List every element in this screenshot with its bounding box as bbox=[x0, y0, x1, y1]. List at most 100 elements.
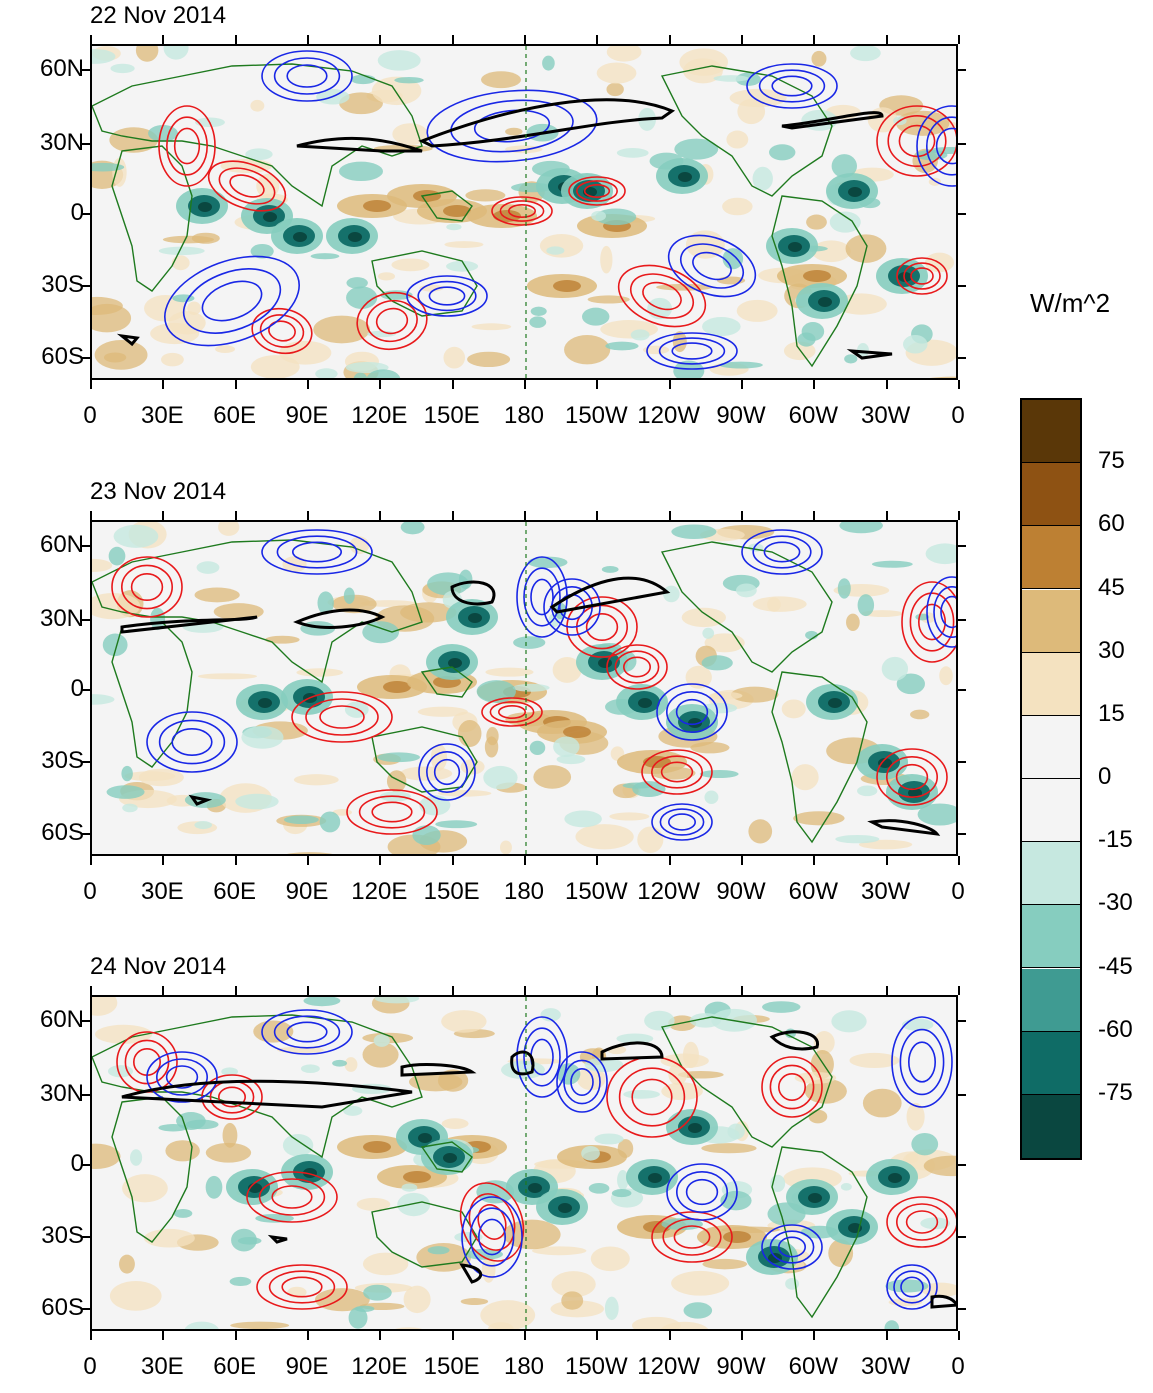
lon-tick-top bbox=[307, 986, 309, 995]
negative-anomaly-patch bbox=[319, 811, 341, 833]
lat-tick bbox=[82, 143, 90, 145]
negative-anomaly-patch bbox=[354, 1305, 375, 1312]
negative-anomaly-patch bbox=[920, 1217, 951, 1230]
lon-tick bbox=[162, 380, 165, 389]
lon-label: 150E bbox=[423, 402, 480, 429]
lat-tick-right bbox=[958, 1164, 966, 1166]
negative-anomaly-patch bbox=[835, 834, 880, 844]
negative-anomaly-patch bbox=[283, 815, 319, 825]
negative-contour bbox=[523, 1027, 561, 1087]
coastline bbox=[371, 726, 478, 793]
lat-label: 30S bbox=[41, 747, 84, 774]
negative-contour bbox=[658, 337, 726, 365]
lon-label: 60E bbox=[213, 402, 257, 429]
lon-tick bbox=[885, 1331, 888, 1340]
coastline bbox=[420, 190, 473, 222]
negative-anomaly-patch bbox=[529, 740, 546, 755]
positive-anomaly-patch bbox=[441, 1118, 469, 1129]
lon-tick bbox=[90, 380, 92, 389]
negative-anomaly-patch bbox=[839, 522, 883, 534]
positive-anomaly-patch bbox=[849, 1052, 900, 1069]
lat-tick bbox=[82, 1094, 90, 1096]
lon-label: 150W bbox=[564, 402, 628, 429]
lon-label: 30E bbox=[140, 878, 184, 905]
positive-anomaly-patch bbox=[194, 587, 240, 603]
negative-anomaly-core bbox=[638, 698, 652, 708]
negative-anomaly-patch bbox=[205, 1175, 223, 1199]
lon-tick bbox=[307, 856, 309, 865]
colorbar-swatch bbox=[1022, 779, 1080, 843]
negative-contour bbox=[935, 127, 956, 165]
positive-anomaly-patch bbox=[794, 1071, 837, 1084]
negative-contour bbox=[543, 578, 601, 636]
positive-contour bbox=[583, 184, 611, 198]
lat-tick-right bbox=[958, 1094, 966, 1096]
negative-contour bbox=[741, 529, 823, 575]
positive-anomaly-patch bbox=[122, 1174, 168, 1203]
positive-contour bbox=[917, 603, 946, 641]
lon-tick bbox=[813, 1331, 816, 1340]
negative-contour bbox=[477, 1218, 506, 1256]
lat-tick bbox=[82, 833, 90, 835]
positive-anomaly-patch bbox=[481, 71, 522, 89]
positive-contour bbox=[898, 124, 936, 158]
positive-contour bbox=[896, 257, 948, 295]
positive-anomaly-patch bbox=[400, 602, 457, 623]
negative-anomaly-patch bbox=[917, 803, 956, 826]
lon-label: 0 bbox=[83, 1353, 97, 1380]
lat-tick bbox=[82, 689, 90, 691]
negative-contour bbox=[916, 105, 956, 187]
negative-contour bbox=[763, 541, 801, 563]
negative-anomaly-core bbox=[528, 1183, 542, 1193]
positive-anomaly-patch bbox=[793, 811, 845, 826]
lon-tick-top bbox=[162, 35, 165, 44]
lat-label: 60S bbox=[41, 819, 84, 846]
positive-anomaly-patch bbox=[250, 99, 265, 112]
positive-contour bbox=[346, 789, 438, 835]
positive-anomaly-patch bbox=[135, 46, 159, 62]
colorbar-label: 0 bbox=[1098, 763, 1112, 790]
negative-anomaly-patch bbox=[158, 246, 205, 256]
positive-contour bbox=[319, 705, 365, 729]
negative-anomaly-patch bbox=[844, 354, 858, 364]
lat-tick bbox=[82, 69, 90, 71]
positive-contour bbox=[491, 196, 553, 226]
negative-anomaly-patch bbox=[500, 1060, 545, 1080]
negative-anomaly-patch bbox=[397, 1192, 431, 1217]
positive-anomaly-patch bbox=[499, 840, 512, 854]
positive-anomaly-patch bbox=[215, 345, 236, 353]
lon-tick-top bbox=[668, 35, 671, 44]
positive-anomaly-patch bbox=[344, 1057, 358, 1072]
negative-anomaly-core bbox=[678, 172, 692, 182]
negative-contour bbox=[286, 1021, 328, 1043]
positive-anomaly-patch bbox=[811, 240, 851, 263]
lon-tick-top bbox=[813, 35, 816, 44]
negative-anomaly-patch bbox=[374, 997, 420, 1004]
negative-anomaly-patch bbox=[546, 246, 565, 255]
positive-contour bbox=[769, 1064, 815, 1110]
coastline bbox=[420, 666, 473, 698]
positive-contour bbox=[887, 115, 947, 168]
jet-contour bbox=[116, 333, 140, 347]
lon-tick bbox=[451, 380, 454, 389]
positive-anomaly-core bbox=[553, 280, 581, 292]
colorbar-swatch bbox=[1022, 1094, 1080, 1158]
lon-label: 60W bbox=[788, 1353, 839, 1380]
lon-label: 120W bbox=[637, 1353, 701, 1380]
map-svg bbox=[92, 997, 956, 1329]
lon-tick bbox=[596, 1331, 599, 1340]
colorbar-label: -75 bbox=[1098, 1078, 1133, 1106]
positive-anomaly-patch bbox=[862, 1088, 902, 1118]
negative-contour bbox=[570, 1068, 594, 1097]
positive-anomaly-patch bbox=[95, 1024, 153, 1044]
negative-anomaly-patch bbox=[588, 1182, 610, 1194]
negative-anomaly-patch bbox=[350, 74, 376, 85]
map-panel-23-nov bbox=[90, 520, 958, 856]
colorbar-swatch bbox=[1022, 589, 1080, 653]
negative-anomaly-patch bbox=[831, 1010, 867, 1033]
negative-contour bbox=[165, 1065, 199, 1089]
positive-contour bbox=[130, 572, 164, 601]
negative-anomaly-patch bbox=[857, 785, 878, 797]
lon-tick bbox=[885, 856, 888, 865]
negative-anomaly-core bbox=[848, 187, 862, 197]
